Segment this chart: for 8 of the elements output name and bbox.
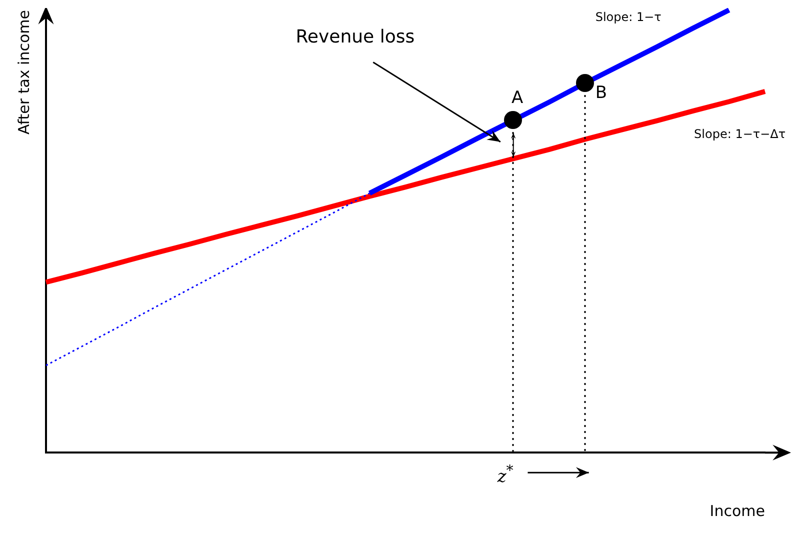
annotation: Revenue loss xyxy=(296,26,415,48)
y-axis-title: After tax income xyxy=(14,10,33,134)
annotation: B xyxy=(595,83,608,104)
text: z$^{*}$ xyxy=(497,462,514,486)
annotation: A xyxy=(512,88,524,108)
annotation: Slope: 1−τ−Δτ xyxy=(694,126,786,141)
annotation: Slope: 1−τ xyxy=(595,10,662,24)
x-axis-title: Income xyxy=(710,502,765,520)
